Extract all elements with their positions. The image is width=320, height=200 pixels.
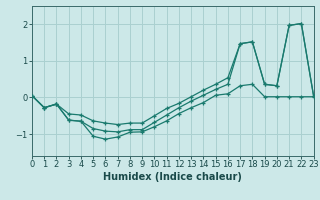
X-axis label: Humidex (Indice chaleur): Humidex (Indice chaleur) — [103, 172, 242, 182]
